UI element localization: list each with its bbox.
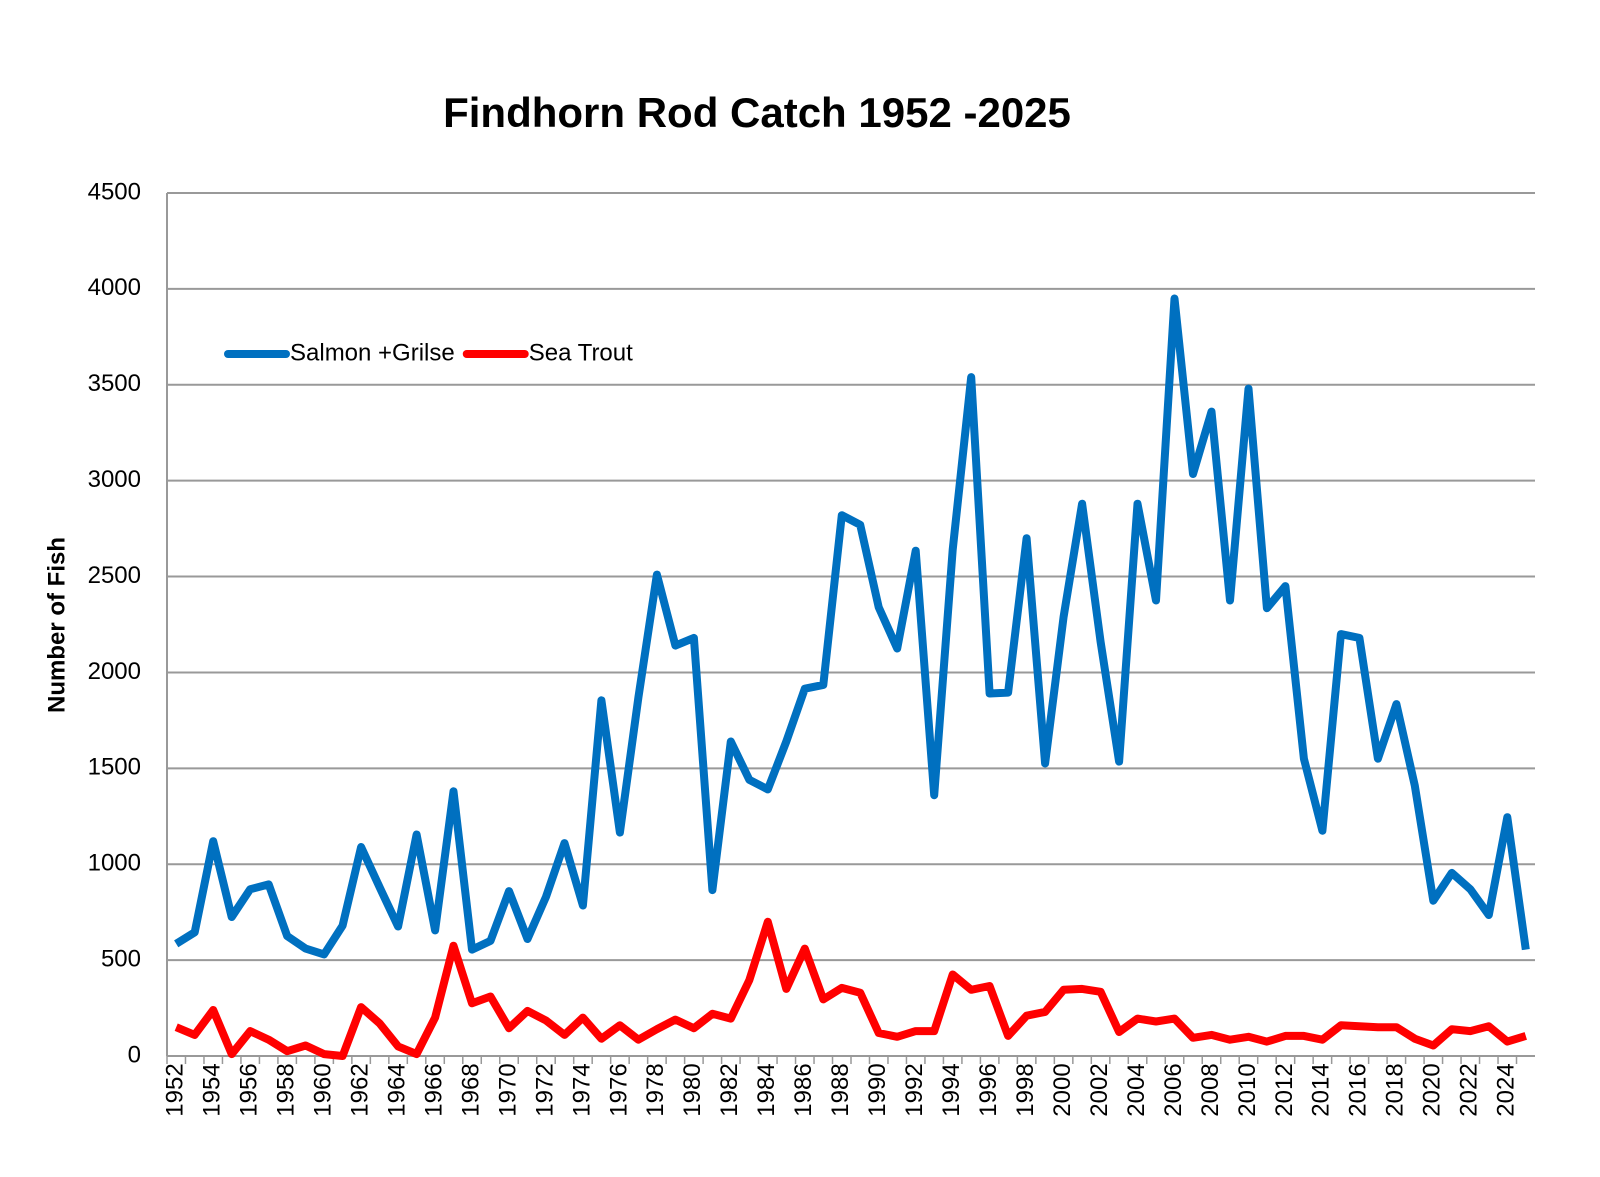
x-tick-label: 1978: [642, 1063, 669, 1116]
y-tick-label: 4000: [88, 274, 141, 301]
x-tick-label: 1998: [1012, 1063, 1039, 1116]
x-tick-label: 2006: [1160, 1063, 1187, 1116]
x-tick-label: 1968: [457, 1063, 484, 1116]
y-axis-title: Number of Fish: [43, 537, 70, 713]
x-tick-label: 2008: [1197, 1063, 1224, 1116]
y-tick-label: 0: [128, 1041, 141, 1068]
x-tick-label: 1972: [531, 1063, 558, 1116]
x-tick-label: 1956: [236, 1063, 263, 1116]
x-tick-label: 1986: [790, 1063, 817, 1116]
x-tick-label: 1992: [901, 1063, 928, 1116]
x-tick-label: 2014: [1308, 1063, 1335, 1116]
x-tick-label: 1970: [494, 1063, 521, 1116]
x-tick-label: 1966: [420, 1063, 447, 1116]
y-tick-label: 500: [101, 945, 141, 972]
x-tick-label: 2022: [1456, 1063, 1483, 1116]
x-tick-label: 2000: [1049, 1063, 1076, 1116]
y-tick-label: 2000: [88, 658, 141, 685]
x-tick-label: 1996: [975, 1063, 1002, 1116]
x-tick-label: 2004: [1123, 1063, 1150, 1116]
legend-label: Sea Trout: [529, 339, 633, 366]
x-tick-label: 1980: [679, 1063, 706, 1116]
x-tick-label: 1954: [199, 1063, 226, 1116]
x-tick-label: 1976: [605, 1063, 632, 1116]
y-tick-label: 2500: [88, 562, 141, 589]
x-tick-label: 2010: [1234, 1063, 1261, 1116]
legend-label: Salmon +Grilse: [290, 339, 455, 366]
y-tick-label: 1000: [88, 850, 141, 877]
x-tick-label: 1952: [162, 1063, 189, 1116]
y-tick-label: 3500: [88, 370, 141, 397]
y-tick-label: 3000: [88, 466, 141, 493]
x-tick-label: 1958: [273, 1063, 300, 1116]
series-line: [174, 294, 1530, 959]
x-tick-label: 1988: [827, 1063, 854, 1116]
x-tick-label: 2002: [1086, 1063, 1113, 1116]
x-tick-label: 2012: [1271, 1063, 1298, 1116]
x-tick-label: 1984: [753, 1063, 780, 1116]
y-tick-label: 4500: [88, 178, 141, 205]
x-tick-label: 1982: [716, 1063, 743, 1116]
x-tick-label: 1964: [383, 1063, 410, 1116]
x-tick-label: 2018: [1382, 1063, 1409, 1116]
x-tick-label: 1962: [346, 1063, 373, 1116]
x-tick-label: 2016: [1345, 1063, 1372, 1116]
x-tick-label: 2020: [1419, 1063, 1446, 1116]
chart-title: Findhorn Rod Catch 1952 -2025: [443, 89, 1071, 136]
x-tick-label: 1990: [864, 1063, 891, 1116]
y-tick-label: 1500: [88, 754, 141, 781]
x-tick-label: 1974: [568, 1063, 595, 1116]
x-tick-label: 1994: [938, 1063, 965, 1116]
series-line: [174, 917, 1527, 1060]
x-tick-label: 1960: [309, 1063, 336, 1116]
x-tick-label: 2024: [1493, 1063, 1520, 1116]
